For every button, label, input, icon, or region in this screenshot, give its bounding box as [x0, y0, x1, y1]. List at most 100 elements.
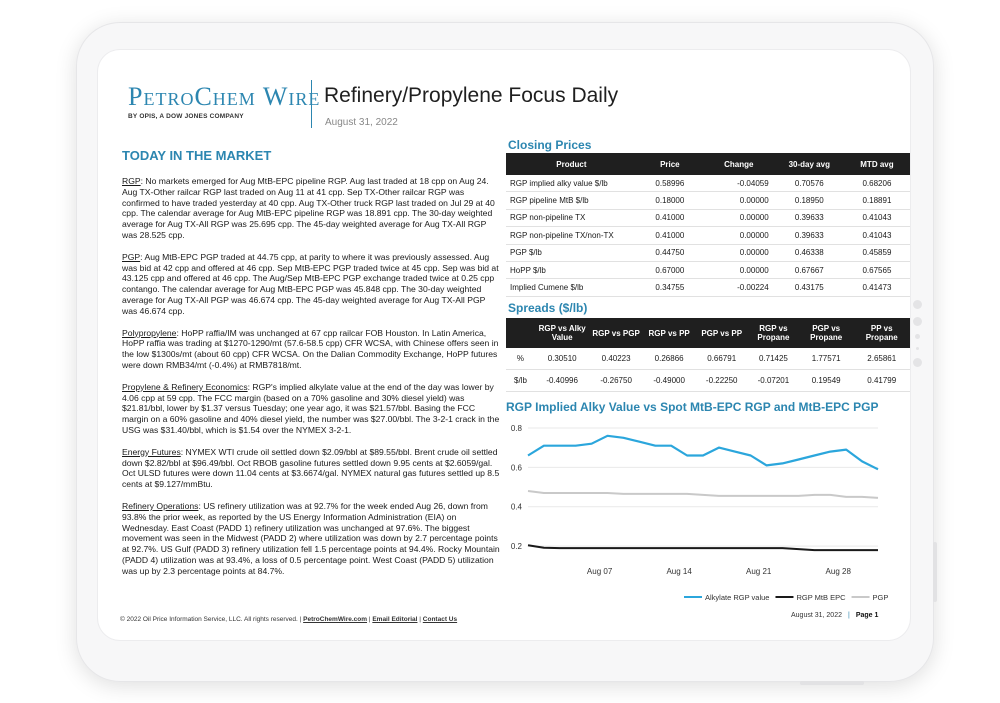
table-cell: -0.22250 [695, 369, 748, 392]
page-dot[interactable] [915, 347, 919, 350]
table-cell: 0.41473 [843, 278, 910, 297]
newsletter-page: PetroChem Wire BY OPIS, A DOW JONES COMP… [98, 50, 910, 640]
table-cell: 0.41043 [843, 226, 910, 245]
table-cell: 0.41799 [853, 369, 910, 392]
market-paragraph: Refinery Operations: US refinery utiliza… [122, 501, 502, 577]
table-cell: 0.44750 [636, 244, 703, 262]
table-cell: -0.07201 [747, 369, 799, 392]
series-line-3 [527, 490, 879, 499]
market-paragraph: PGP: Aug MtB-EPC PGP traded at 44.75 cpp… [122, 252, 502, 317]
page-dot[interactable] [912, 300, 922, 309]
product-name: Implied Cumene $/lb [506, 278, 637, 297]
column-header: Change [702, 153, 775, 175]
table-cell: 0.41000 [636, 209, 703, 228]
table-cell: 0.45859 [843, 244, 910, 262]
legend-label: Alkylate RGP value [705, 593, 769, 602]
column-header: RGP vs PGP [589, 318, 643, 348]
y-tick-label: 0.2 [511, 542, 523, 551]
series-line-2 [527, 544, 878, 552]
table-cell: 0.19549 [798, 369, 854, 392]
table-cell: -0.26750 [589, 369, 643, 392]
column-header: PGP vs PP [695, 318, 748, 348]
paragraph-text: : Aug MtB-EPC PGP traded at 44.75 cpp, a… [122, 251, 499, 316]
header-divider [311, 80, 312, 128]
table-cell: 0.41000 [636, 226, 703, 245]
y-tick-label: 0.8 [511, 424, 523, 433]
page-dot[interactable] [912, 317, 922, 326]
page-dot[interactable] [914, 334, 920, 339]
contact-us-link[interactable]: Contact Us [422, 616, 458, 623]
footer-right: August 31, 2022 | Page 1 [791, 612, 879, 619]
copyright: © 2022 Oil Price Information Service, LL… [120, 616, 304, 623]
product-name: PGP $/lb [506, 244, 637, 262]
table-row: RGP non-pipeline TX/non-TX 0.41000 0.00000… [506, 226, 910, 245]
market-commentary: RGP: No markets emerged for Aug MtB-EPC … [122, 176, 502, 588]
column-header: PGP vs Propane [798, 318, 854, 348]
table-cell: 1.77571 [798, 348, 854, 370]
table-cell: 0.68206 [843, 175, 910, 193]
table-cell: 0.18891 [843, 191, 910, 210]
table-cell: 0.67565 [843, 261, 910, 280]
series-line-1 [527, 434, 879, 471]
x-tick-label: Aug 14 [666, 567, 692, 576]
table-cell: 0.00000 [702, 191, 775, 210]
product-name: HoPP $/lb [506, 261, 637, 280]
side-button [933, 542, 937, 602]
paragraph-heading: RGP [122, 176, 141, 186]
column-header: 30-day avg [774, 153, 844, 175]
spreads-table: RGP vs Alky Value RGP vs PGP RGP vs PP PGP … [506, 318, 910, 392]
paragraph-heading: Refinery Operations [122, 500, 199, 511]
y-tick-label: 0.4 [511, 503, 523, 512]
table-cell: 0.67000 [636, 261, 703, 280]
chart-title: RGP Implied Alky Value vs Spot MtB-EPC R… [506, 400, 879, 414]
paragraph-heading: Propylene & Refinery Economics [122, 381, 248, 392]
x-tick-label: Aug 21 [746, 567, 772, 576]
table-cell: 0.00000 [702, 226, 775, 245]
closing-prices-table: Product Price Change 30-day avg MTD avg RGP … [506, 153, 910, 297]
page-indicator [910, 300, 924, 375]
legend-label: RGP MtB EPC [796, 593, 846, 602]
email-editorial-link[interactable]: Email Editorial [372, 616, 418, 623]
petrochemwire-link[interactable]: PetroChemWire.com [303, 616, 368, 623]
product-name: RGP implied alky value $/lb [506, 175, 637, 193]
today-in-market-heading: TODAY IN THE MARKET [122, 148, 272, 163]
table-cell: 0.26866 [642, 348, 696, 370]
product-name: RGP pipeline MtB $/lb [506, 191, 637, 210]
table-row: % 0.30510 0.40223 0.26866 0.66791 0.71425 1.77… [506, 348, 910, 370]
footer-left: © 2022 Oil Price Information Service, LL… [120, 616, 458, 623]
table-cell: 0.67667 [774, 261, 844, 280]
column-header: MTD avg [843, 153, 910, 175]
table-cell: 0.41043 [843, 209, 910, 228]
table-row: $/lb -0.40996 -0.26750 -0.49000 -0.22250 -0.0… [506, 369, 910, 392]
column-header: PP vs Propane [853, 318, 910, 348]
table-row: HoPP $/lb 0.67000 0.00000 0.67667 0.67565 [506, 261, 910, 280]
x-tick-label: Aug 28 [826, 567, 852, 576]
table-row: RGP non-pipeline TX 0.41000 0.00000 0.39633… [506, 209, 910, 228]
x-tick-label: Aug 07 [587, 567, 613, 576]
y-tick-label: 0.6 [511, 463, 523, 472]
table-cell: 0.00000 [702, 209, 775, 228]
table-row: RGP implied alky value $/lb 0.58996 -0.040… [506, 175, 910, 193]
spreads-heading: Spreads ($/lb) [508, 301, 588, 315]
product-name: RGP non-pipeline TX/non-TX [506, 226, 637, 245]
table-cell: 0.34755 [636, 278, 703, 297]
paragraph-text: : RGP's implied alkylate value at the en… [122, 381, 500, 435]
page-dot[interactable] [912, 358, 922, 367]
column-header: Product [506, 153, 637, 175]
publication-title: Refinery/Propylene Focus Daily [324, 84, 619, 107]
column-header: RGP vs Alky Value [534, 318, 590, 348]
page-number: Page 1 [855, 612, 879, 619]
table-cell: 0.39633 [774, 226, 844, 245]
table-cell: 0.00000 [702, 244, 775, 262]
table-cell: 0.70576 [774, 175, 844, 193]
bottom-button [800, 681, 864, 685]
table-cell: 0.18950 [774, 191, 844, 210]
logo-subtitle: BY OPIS, A DOW JONES COMPANY [128, 113, 244, 120]
table-cell: 0.46338 [774, 244, 844, 262]
table-cell: 0.71425 [747, 348, 799, 370]
footer-date: August 31, 2022 [791, 612, 842, 619]
market-paragraph: RGP: No markets emerged for Aug MtB-EPC … [122, 176, 502, 241]
table-row: PGP $/lb 0.44750 0.00000 0.46338 0.45859 [506, 244, 910, 262]
column-header [506, 318, 535, 348]
row-label: % [506, 348, 535, 370]
